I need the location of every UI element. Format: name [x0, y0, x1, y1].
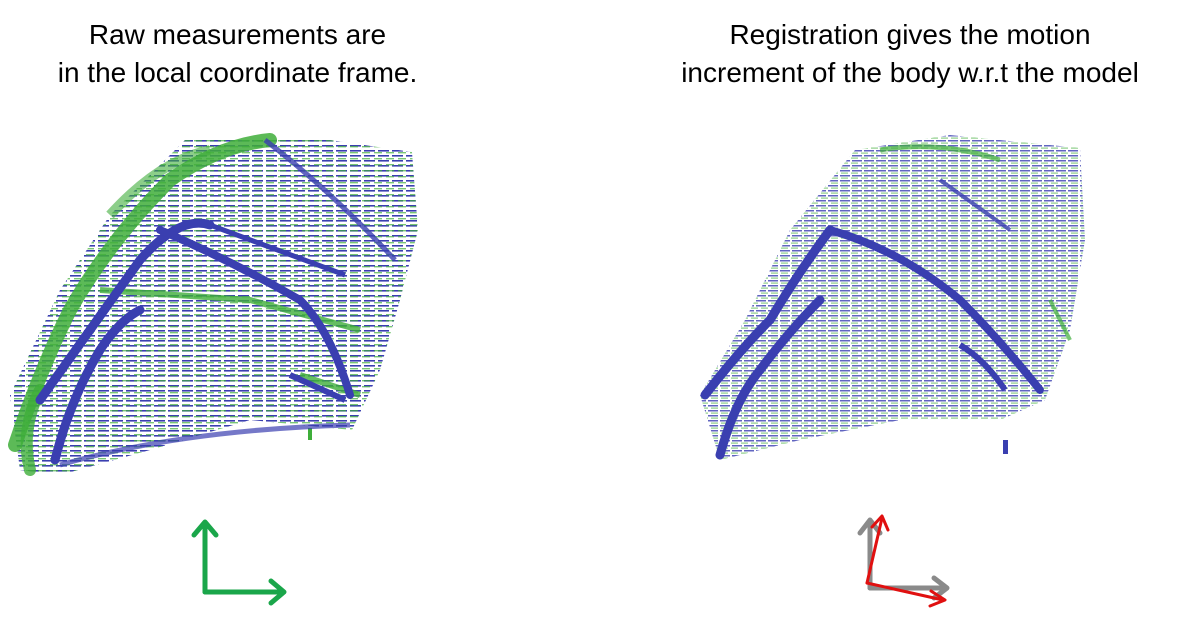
right-caption: Registration gives the motion increment … [625, 16, 1195, 92]
left-caption: Raw measurements are in the local coordi… [0, 16, 475, 92]
left-caption-line-2: in the local coordinate frame. [57, 57, 418, 88]
right-caption-line-2: increment of the body w.r.t the model [681, 57, 1139, 88]
raw-scan-point-cloud [8, 133, 418, 476]
left-caption-line-1: Raw measurements are [88, 19, 387, 50]
registered-point-cloud [700, 135, 1085, 460]
right-caption-line-1: Registration gives the motion [729, 19, 1091, 50]
local-frame-axes-icon [191, 519, 287, 606]
body-frame-axes-icon [865, 514, 947, 608]
